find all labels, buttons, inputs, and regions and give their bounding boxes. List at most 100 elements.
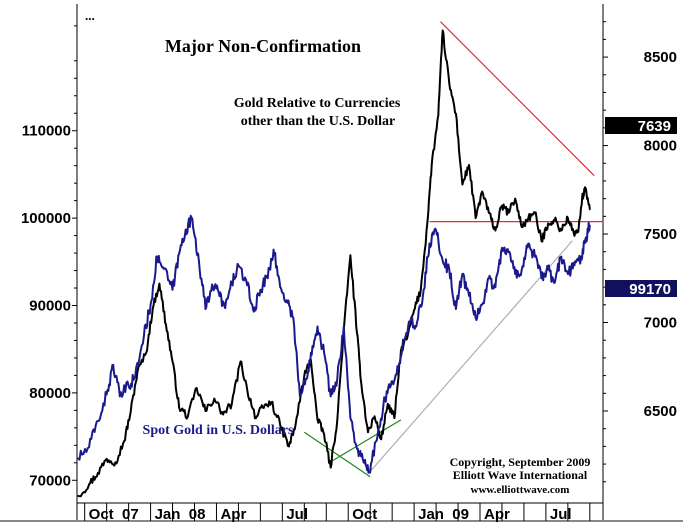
data-point-gold-relative <box>105 457 108 460</box>
data-point-spot-gold <box>178 253 180 255</box>
data-point-spot-gold <box>231 281 233 284</box>
data-point-spot-gold <box>279 286 281 288</box>
data-point-spot-gold <box>156 255 158 258</box>
data-point-gold-relative <box>279 424 281 426</box>
data-point-spot-gold <box>343 325 345 328</box>
data-point-gold-relative <box>494 229 497 232</box>
data-point-spot-gold <box>310 351 312 354</box>
data-point-gold-relative <box>534 212 536 214</box>
data-point-gold-relative <box>520 226 523 228</box>
data-point-spot-gold <box>149 303 152 306</box>
data-point-spot-gold <box>422 295 424 297</box>
data-point-gold-relative <box>270 401 273 403</box>
data-point-spot-gold <box>455 308 457 310</box>
data-point-spot-gold <box>127 385 130 387</box>
data-point-gold-relative <box>419 289 422 292</box>
data-point-spot-gold <box>540 277 543 280</box>
data-point-spot-gold <box>573 264 576 267</box>
data-point-spot-gold <box>305 378 308 380</box>
top-last-value: 7639 <box>638 118 671 135</box>
data-point-spot-gold <box>375 439 378 441</box>
data-point-gold-relative <box>360 383 363 386</box>
data-point-gold-relative <box>114 461 117 464</box>
data-point-spot-gold <box>349 417 352 420</box>
data-point-gold-relative <box>261 406 264 409</box>
data-point-gold-relative <box>540 240 543 242</box>
right-axis-tick-label: 6500 <box>644 403 677 420</box>
trendline-top-support <box>332 419 402 462</box>
data-point-gold-relative <box>195 387 198 389</box>
data-point-spot-gold <box>389 386 391 389</box>
data-point-gold-relative <box>88 483 90 486</box>
x-axis-tick-label: Oct <box>352 506 377 523</box>
left-axis-tick-label: 100000 <box>21 210 71 227</box>
data-point-spot-gold <box>441 260 444 262</box>
data-point-gold-relative <box>97 472 99 474</box>
data-point-spot-gold <box>77 457 79 460</box>
data-point-spot-gold <box>266 276 268 279</box>
data-point-gold-relative <box>507 212 510 214</box>
data-point-gold-relative <box>356 332 358 334</box>
data-point-gold-relative <box>373 415 376 418</box>
trendline-bottom-rising <box>369 240 573 472</box>
x-axis-tick-label: Apr <box>484 506 510 523</box>
data-point-spot-gold <box>285 299 288 302</box>
data-point-spot-gold <box>547 268 549 271</box>
left-axis-tick-label: 110000 <box>22 123 71 140</box>
data-point-gold-relative <box>553 219 556 221</box>
left-axis-tick-label: 90000 <box>29 297 71 314</box>
data-point-spot-gold <box>520 268 523 271</box>
trendlines <box>303 21 603 478</box>
data-point-gold-relative <box>349 254 352 257</box>
data-point-spot-gold <box>514 273 516 275</box>
data-point-gold-relative <box>151 307 154 310</box>
left-axis-tick-label: 80000 <box>29 385 71 402</box>
data-point-gold-relative <box>158 282 161 285</box>
data-point-spot-gold <box>246 284 249 287</box>
right-axis-tick-label: 7500 <box>644 226 677 243</box>
data-point-gold-relative <box>527 217 530 219</box>
data-point-spot-gold <box>487 277 490 280</box>
data-point-gold-relative <box>481 190 484 193</box>
data-point-spot-gold <box>329 395 332 398</box>
data-point-spot-gold <box>580 255 582 258</box>
x-axis-tick-label: Oct 07 <box>89 506 139 523</box>
data-point-spot-gold <box>191 218 194 220</box>
bottom-series-label: Spot Gold in U.S. Dollars <box>143 423 294 438</box>
data-point-gold-relative <box>386 403 389 405</box>
data-point-spot-gold <box>237 264 240 267</box>
data-point-spot-gold <box>435 229 437 232</box>
data-point-gold-relative <box>336 419 339 421</box>
data-point-spot-gold <box>204 308 207 310</box>
data-point-spot-gold <box>474 316 477 319</box>
data-point-gold-relative <box>171 360 174 363</box>
data-point-gold-relative <box>123 440 126 442</box>
data-point-gold-relative <box>448 82 451 85</box>
data-point-spot-gold <box>448 268 451 271</box>
data-point-gold-relative <box>288 445 290 448</box>
data-point-spot-gold <box>560 255 563 258</box>
data-point-gold-relative <box>474 217 477 219</box>
x-axis-tick-label: Jan 08 <box>155 506 206 523</box>
data-point-spot-gold <box>162 267 165 270</box>
data-point-spot-gold <box>252 310 255 313</box>
data-point-gold-relative <box>584 187 587 189</box>
data-point-spot-gold <box>211 283 213 286</box>
data-point-gold-relative <box>294 424 297 426</box>
data-point-spot-gold <box>97 420 99 422</box>
x-axis-tick-label: Jan 09 <box>418 506 469 523</box>
data-point-spot-gold <box>402 338 404 341</box>
data-point-gold-relative <box>426 222 429 225</box>
data-point-spot-gold <box>259 288 262 291</box>
data-point-spot-gold <box>336 378 339 380</box>
data-point-gold-relative <box>204 410 207 412</box>
data-point-spot-gold <box>415 325 418 328</box>
data-point-spot-gold <box>217 291 220 294</box>
data-point-spot-gold <box>481 303 484 306</box>
x-axis-tick-label: Jul <box>550 506 572 523</box>
data-point-gold-relative <box>455 112 457 115</box>
chart-title: Major Non-Confirmation <box>165 36 361 56</box>
data-point-gold-relative <box>323 433 325 435</box>
